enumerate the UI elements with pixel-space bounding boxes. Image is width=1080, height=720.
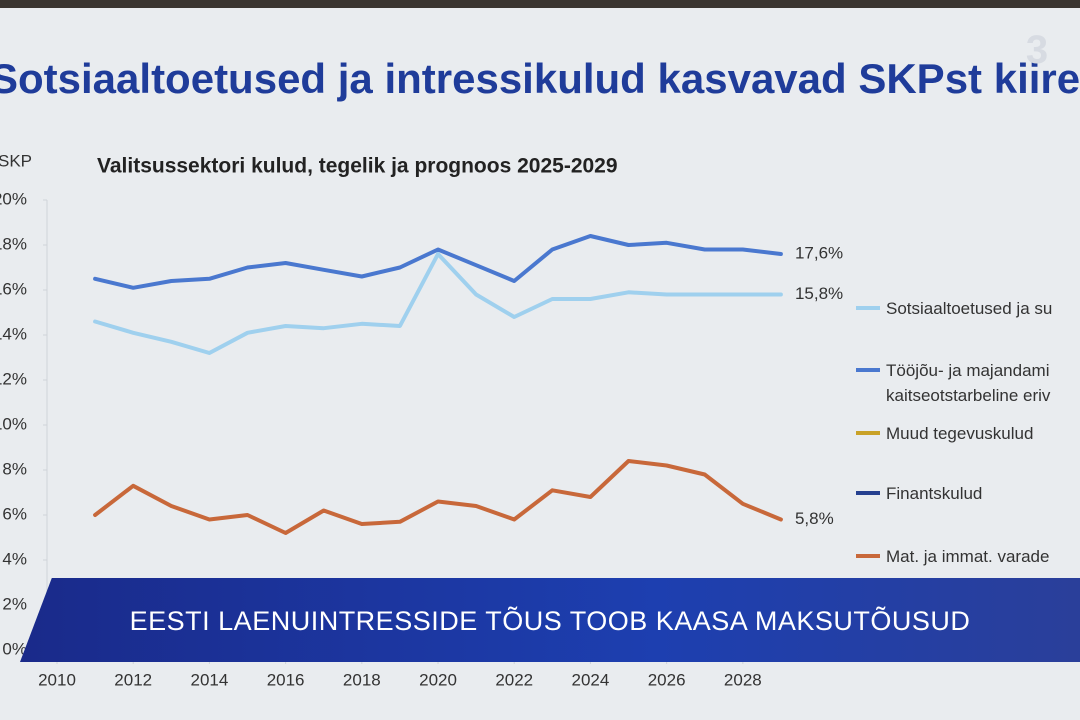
x-tick-label: 2018 — [343, 670, 381, 689]
legend-label: Finantskulud — [886, 484, 983, 503]
y-tick-label: 10% — [0, 414, 27, 433]
x-tick-label: 2010 — [38, 670, 76, 689]
slide-title: Sotsiaaltoetused ja intressikulud kasvav… — [0, 55, 1080, 102]
legend-label: Muud tegevuskulud — [886, 424, 1034, 443]
legend-label: Mat. ja immat. varade — [886, 547, 1050, 566]
series-line — [93, 252, 783, 355]
y-tick-label: 16% — [0, 279, 27, 298]
y-tick-label: 20% — [0, 189, 27, 208]
x-tick-label: 2012 — [114, 670, 152, 689]
banner-text: EESTI LAENUINTRESSIDE TÕUS TOOB KAASA MA… — [129, 606, 971, 636]
y-axis-label: SKP — [0, 151, 32, 170]
x-tick-label: 2020 — [419, 670, 457, 689]
x-tick-label: 2028 — [724, 670, 762, 689]
data-label: 15,8% — [795, 284, 843, 303]
legend-label: Tööjõu- ja majandami kaitseotstarbeline … — [886, 361, 1051, 405]
data-label: 5,8% — [795, 509, 834, 528]
y-tick-label: 14% — [0, 324, 27, 343]
channel-logo: 3 — [1025, 28, 1049, 72]
y-tick-label: 18% — [0, 234, 27, 253]
chart-title: Valitsussektori kulud, tegelik ja progno… — [97, 155, 618, 178]
data-label: 17,6% — [795, 243, 843, 262]
x-tick-label: 2016 — [267, 670, 305, 689]
series-line — [93, 234, 783, 290]
x-tick-label: 2022 — [495, 670, 533, 689]
y-tick-label: 8% — [2, 459, 27, 478]
y-tick-label: 0% — [2, 639, 27, 658]
y-tick-label: 2% — [2, 594, 27, 613]
legend-label: Sotsiaaltoetused ja su — [886, 299, 1053, 318]
y-tick-label: 6% — [2, 504, 27, 523]
series-line — [93, 459, 783, 535]
y-tick-label: 4% — [2, 549, 27, 568]
x-tick-label: 2014 — [190, 670, 228, 689]
y-tick-label: 12% — [0, 369, 27, 388]
screen-edge — [0, 0, 1080, 8]
x-tick-label: 2024 — [572, 670, 610, 689]
news-banner — [20, 578, 1080, 662]
x-tick-label: 2026 — [648, 670, 686, 689]
